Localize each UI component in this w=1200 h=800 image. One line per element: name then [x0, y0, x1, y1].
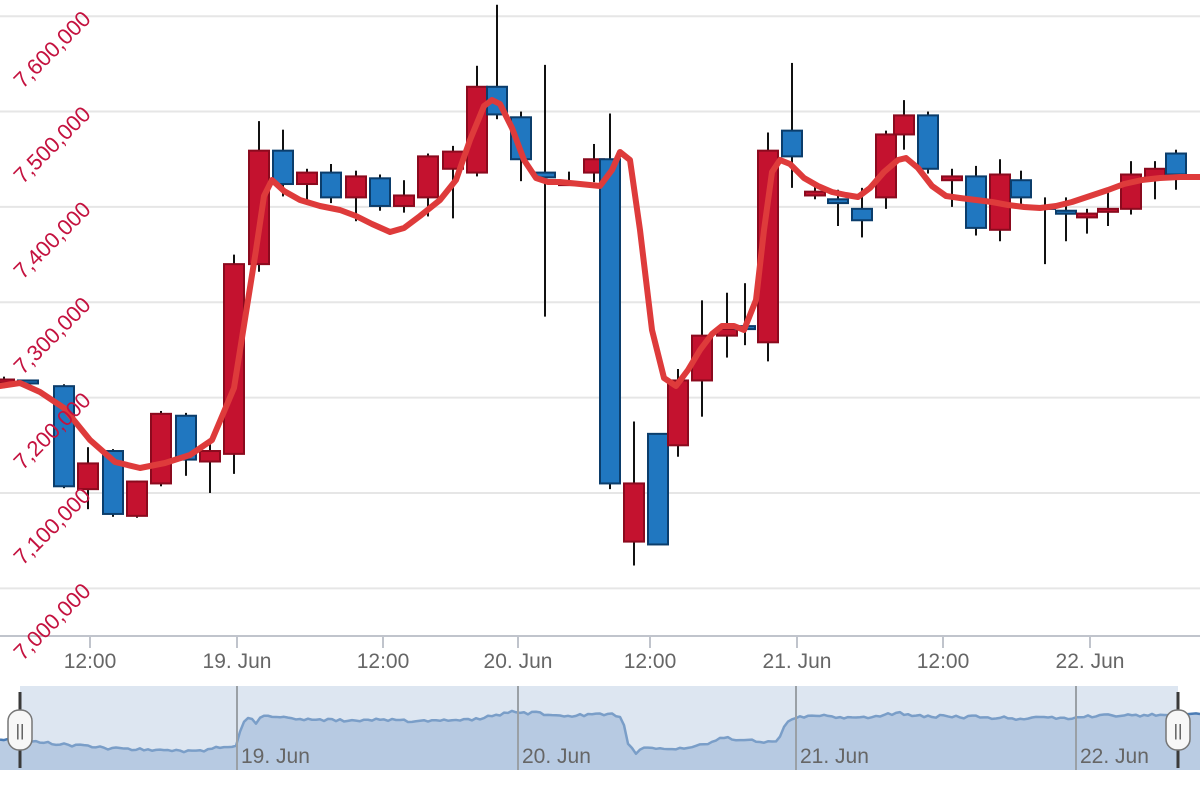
candle-body[interactable]	[917, 114, 939, 170]
candlestick[interactable]	[667, 369, 689, 457]
navigator-left-handle[interactable]: ||	[7, 692, 33, 768]
candle-body[interactable]	[827, 198, 849, 205]
candle-body[interactable]	[781, 129, 803, 158]
navigator-left-handle-glyph: ||	[16, 721, 25, 740]
candle-body[interactable]	[623, 482, 645, 543]
navigator-right-handle-grip[interactable]	[1165, 709, 1191, 751]
candle-body[interactable]	[102, 450, 124, 515]
candle-body[interactable]	[150, 412, 172, 485]
navigator-date-label: 19. Jun	[241, 745, 310, 768]
candle-body[interactable]	[757, 149, 779, 344]
candle-body[interactable]	[941, 175, 963, 182]
candlestick[interactable]	[175, 412, 197, 476]
navigator-date-labels: 19. Jun 20. Jun 21. Jun 22. Jun	[241, 745, 1149, 768]
candlestick[interactable]	[345, 170, 367, 222]
candle-body[interactable]	[369, 177, 391, 207]
candle-body[interactable]	[248, 149, 270, 266]
candle-body[interactable]	[417, 155, 439, 199]
candle-body[interactable]	[296, 171, 318, 186]
candle-body[interactable]	[647, 432, 669, 546]
candlestick[interactable]	[623, 421, 645, 566]
candlestick[interactable]	[917, 111, 939, 174]
candle-body[interactable]	[1055, 209, 1077, 215]
navigator-area-series	[0, 710, 1200, 770]
navigator-ticks	[236, 686, 1077, 770]
navigator-right-handle-glyph: ||	[1174, 721, 1183, 740]
candle-body[interactable]	[804, 190, 826, 197]
candle-body[interactable]	[272, 149, 294, 186]
navigator-left-handle-grip[interactable]	[7, 709, 33, 751]
x-axis-tick-label: 12:00	[64, 650, 117, 673]
candlestick[interactable]	[691, 300, 713, 417]
candlestick[interactable]	[647, 432, 669, 546]
candlestick[interactable]	[369, 174, 391, 211]
candle-body[interactable]	[875, 133, 897, 199]
candle-body[interactable]	[667, 379, 689, 447]
candlestick[interactable]	[199, 439, 221, 493]
candlestick[interactable]	[1097, 187, 1119, 226]
x-axis-tick-label: 21. Jun	[763, 650, 832, 673]
x-axis-tick-label: 12:00	[917, 650, 970, 673]
candlestick[interactable]	[893, 100, 915, 150]
candlestick[interactable]	[757, 132, 779, 362]
candlestick[interactable]	[77, 447, 99, 510]
candlestick[interactable]	[1010, 170, 1032, 209]
candle-body[interactable]	[320, 171, 342, 199]
candle-body[interactable]	[1010, 179, 1032, 199]
x-axis-ticks	[89, 636, 1091, 648]
candle-body[interactable]	[77, 462, 99, 491]
candle-body[interactable]	[393, 194, 415, 207]
moving-average-line	[0, 97, 1200, 471]
navigator[interactable]: 19. Jun 20. Jun 21. Jun 22. Jun || ||	[0, 686, 1200, 770]
candlestick[interactable]	[941, 168, 963, 207]
x-axis-tick-label: 12:00	[624, 650, 677, 673]
x-axis-tick-label: 20. Jun	[484, 650, 553, 673]
candlestick[interactable]	[417, 153, 439, 217]
x-axis-tick-label: 22. Jun	[1056, 650, 1125, 673]
navigator-date-label: 21. Jun	[800, 745, 869, 768]
navigator-line-series	[0, 709, 1200, 756]
x-axis-tick-label: 19. Jun	[203, 650, 272, 673]
candle-body[interactable]	[126, 480, 148, 517]
candle-body[interactable]	[345, 175, 367, 199]
candlestick[interactable]	[126, 480, 148, 518]
candlestick[interactable]	[393, 180, 415, 213]
candle-body[interactable]	[893, 114, 915, 136]
x-axis-tick-label: 12:00	[357, 650, 410, 673]
plot-area[interactable]: 12:00 19. Jun 12:00 20. Jun 12:00 21. Jun 12:0…	[0, 0, 1200, 673]
candle-body[interactable]	[175, 414, 197, 461]
candlestick[interactable]	[1076, 208, 1098, 234]
navigator-selection-mask[interactable]	[20, 686, 1178, 770]
navigator-date-label: 20. Jun	[522, 745, 591, 768]
candle-body[interactable]	[851, 207, 873, 222]
candle-body[interactable]	[1076, 212, 1098, 219]
candlestick[interactable]	[272, 129, 294, 197]
candle-body[interactable]	[1097, 207, 1119, 213]
candlestick[interactable]	[150, 410, 172, 487]
navigator-right-handle[interactable]: ||	[1165, 692, 1191, 768]
x-axis-labels: 12:00 19. Jun 12:00 20. Jun 12:00 21. Jun 12:0…	[64, 650, 1125, 673]
candle-body[interactable]	[599, 158, 621, 485]
candlestick[interactable]	[223, 254, 245, 474]
navigator-date-label: 22. Jun	[1080, 745, 1149, 768]
candle-body[interactable]	[1165, 152, 1187, 176]
candlestick[interactable]	[320, 164, 342, 204]
candle-body[interactable]	[199, 450, 221, 463]
